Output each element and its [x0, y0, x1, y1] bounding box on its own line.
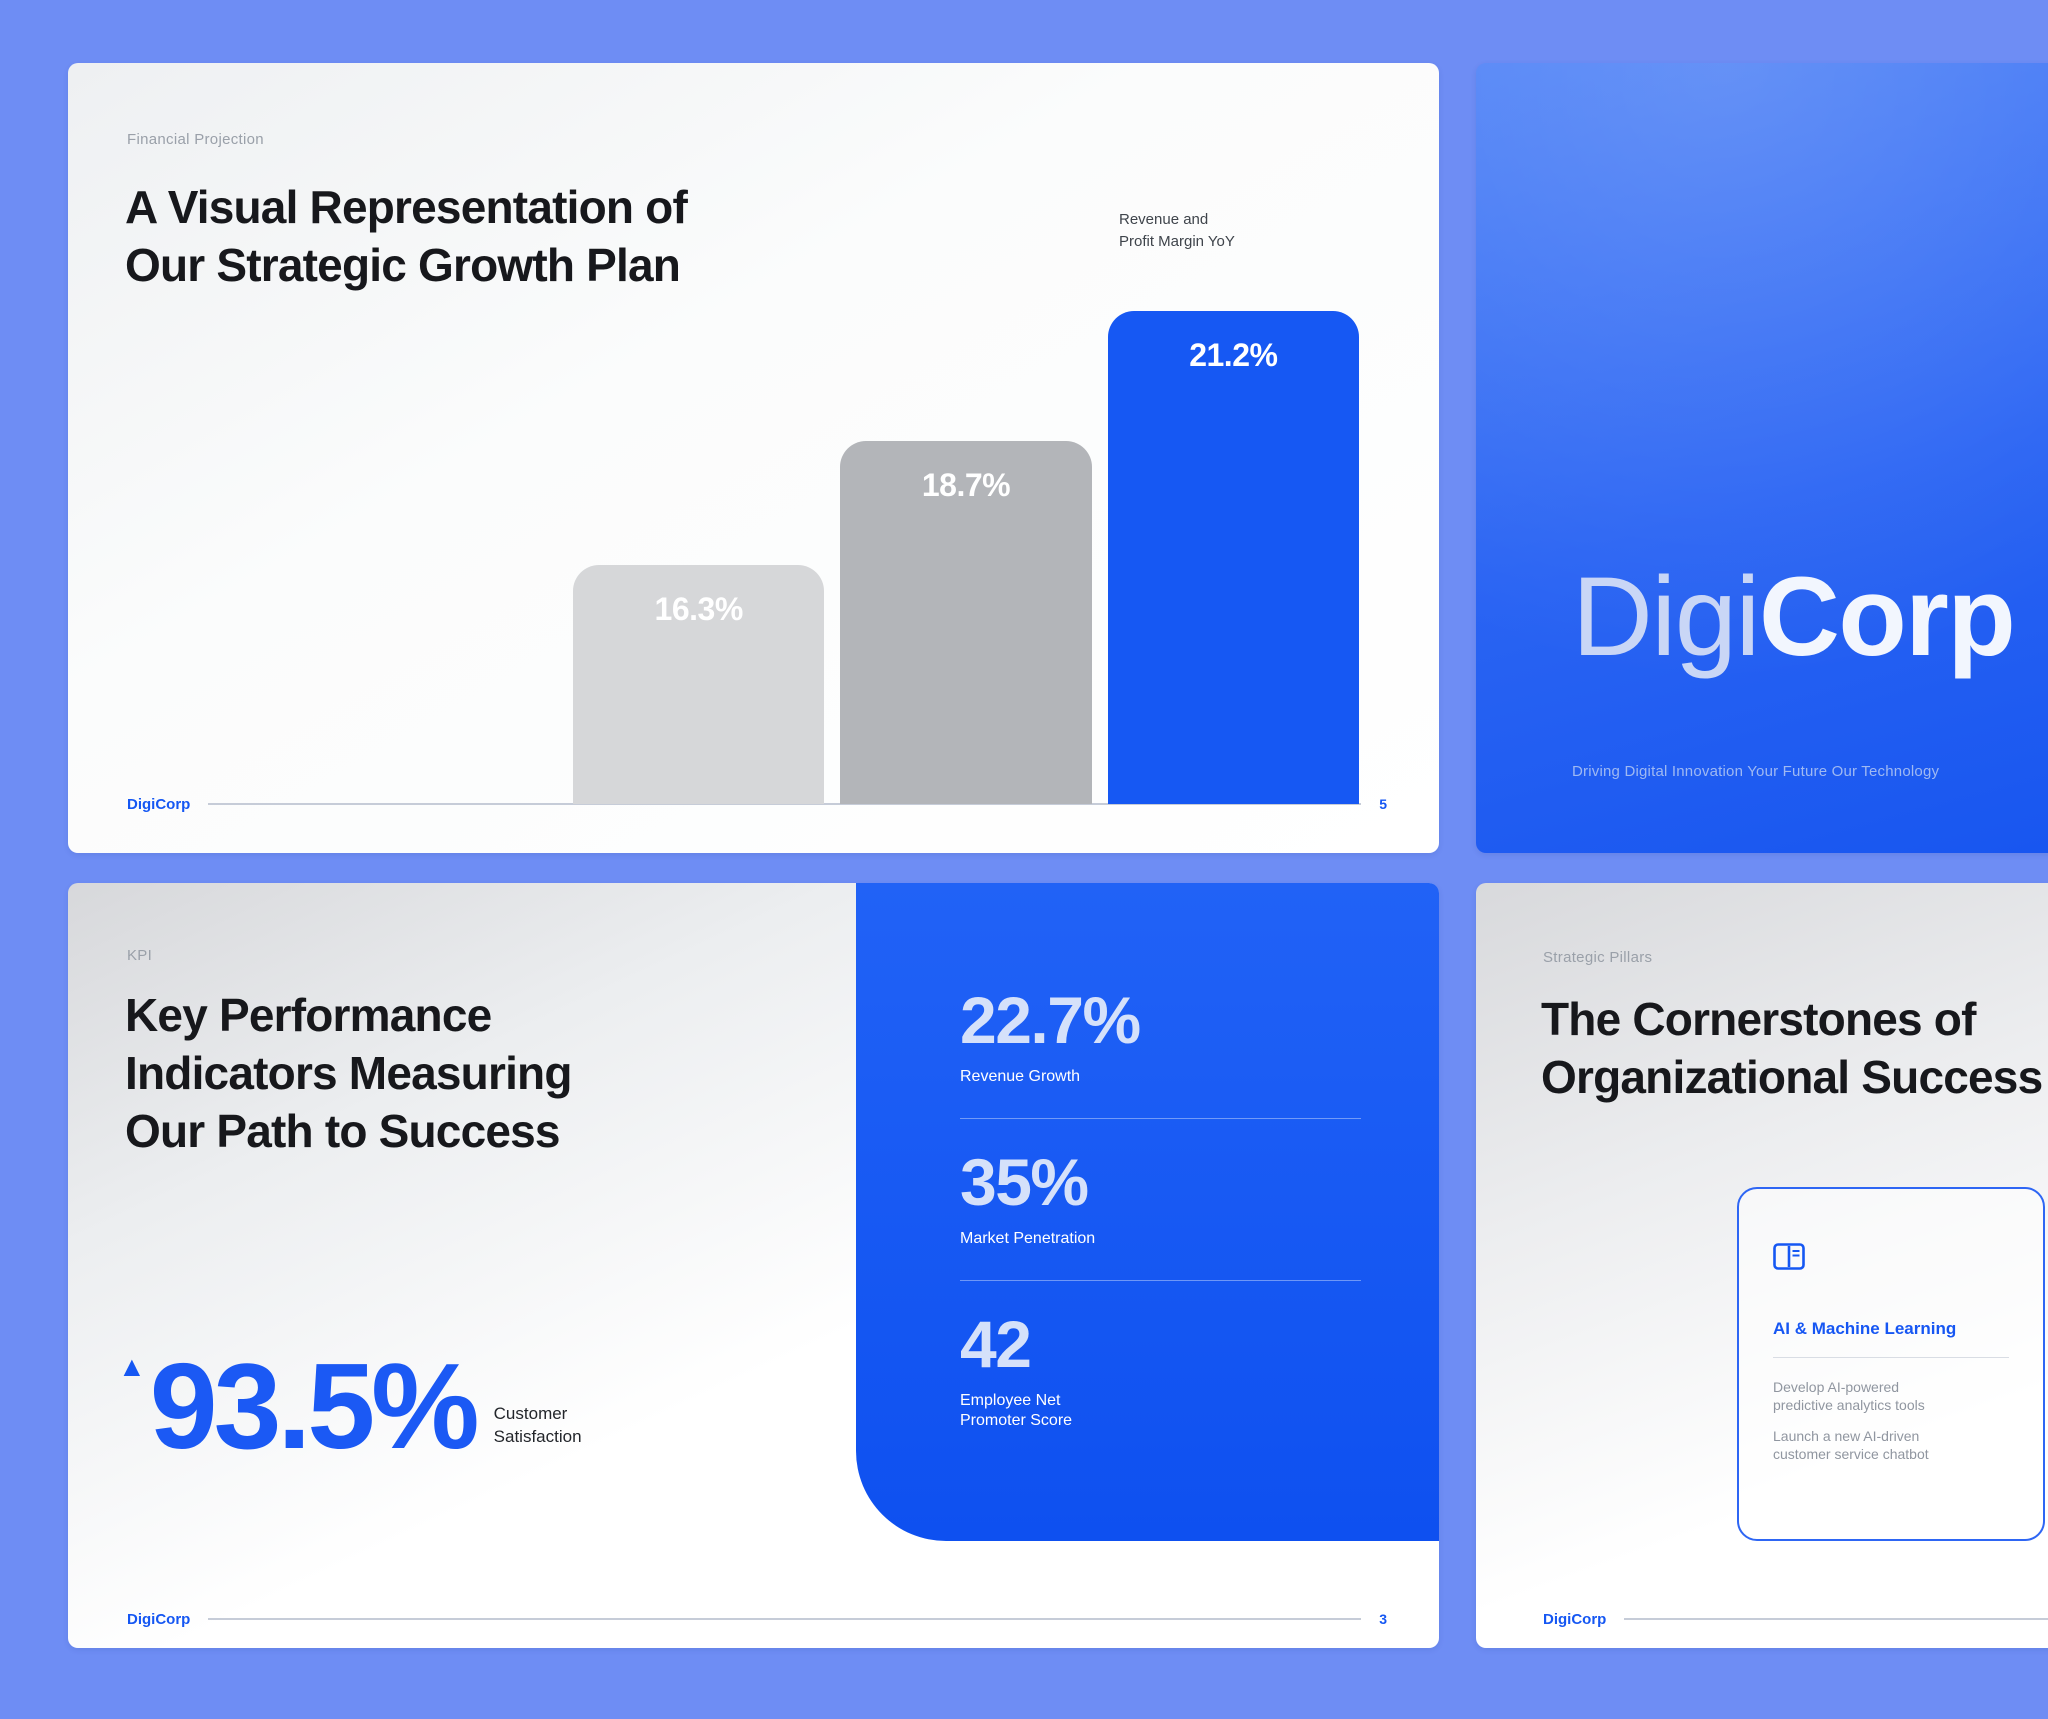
highlight-stat-label: Customer Satisfaction [493, 1404, 582, 1446]
stat-value: 22.7% [960, 983, 1141, 1057]
stat-value: 42 [960, 1306, 1032, 1381]
stat-label: Employee Net Promoter Score [960, 1391, 1073, 1430]
slide-title: The Cornerstones of Organizational Succe… [1541, 993, 2043, 1103]
highlight-stat-value: 93.5% [149, 1338, 480, 1474]
page-number: 3 [1379, 1611, 1387, 1627]
slide-financial-projection[interactable]: Financial Projection A Visual Representa… [68, 63, 1439, 853]
chart-note: Revenue and Profit Margin YoY [1119, 211, 1235, 250]
footer-brand: DigiCorp [127, 1610, 191, 1628]
pillar-card-ai-ml[interactable]: AI & Machine Learning Develop AI-powered… [1737, 1187, 2045, 1541]
slide-footer: DigiCorp 5 [127, 789, 1387, 819]
card-body-item: Launch a new AI-driven customer service … [1773, 1427, 1929, 1463]
stat-label: Revenue Growth [960, 1068, 1081, 1085]
kpi-stats-panel: 22.7% Revenue Growth 35% Market Penetrat… [856, 883, 1439, 1541]
card-body-item: Develop AI-powered predictive analytics … [1773, 1379, 1925, 1414]
footer-rule [208, 1618, 1362, 1620]
stat-employee-nps: 42 Employee Net Promoter Score [960, 1311, 1361, 1433]
chart-bar-3: 21.2% [1107, 311, 1359, 804]
slide-strategic-pillars[interactable]: Strategic Pillars The Cornerstones of Or… [1476, 883, 2048, 1648]
stat-revenue-growth: 22.7% Revenue Growth [960, 987, 1361, 1088]
divider [1773, 1357, 2009, 1358]
highlight-stat: ▲ 93.5% Customer Satisfaction [118, 1345, 582, 1467]
footer-brand: DigiCorp [127, 795, 191, 813]
eyebrow-label: Financial Projection [127, 131, 264, 148]
footer-rule [1624, 1618, 2048, 1620]
slide-brand-cover[interactable]: DigiCorp Driving Digital Innovation Your… [1476, 63, 2048, 853]
eyebrow-label: Strategic Pillars [1543, 949, 1653, 966]
slide-title: Key Performance Indicators Measuring Our… [125, 989, 572, 1157]
bar-value-label: 18.7% [921, 467, 1011, 503]
eyebrow-label: KPI [127, 947, 153, 964]
stat-label: Market Penetration [960, 1229, 1096, 1247]
stat-market-penetration: 35% Market Penetration [960, 1149, 1361, 1250]
chart-bar-1: 16.3% [573, 565, 825, 804]
slide-kpi[interactable]: KPI Key Performance Indicators Measuring… [68, 883, 1439, 1648]
slide-title: A Visual Representation of Our Strategic… [125, 181, 688, 291]
bar-chart: 16.3% 18.7% 21.2% [573, 311, 1359, 804]
divider [960, 1279, 1361, 1281]
bar-value-label: 16.3% [654, 591, 744, 627]
stat-value: 35% [960, 1144, 1089, 1219]
chart-bar-2: 18.7% [840, 441, 1092, 804]
footer-brand: DigiCorp [1543, 1610, 1607, 1628]
divider [960, 1117, 1361, 1119]
slide-footer: DigiCorp [1543, 1604, 2048, 1634]
brand-tagline: Driving Digital Innovation Your Future O… [1572, 763, 1940, 780]
wordmark-light: Digi [1572, 554, 1760, 679]
book-icon [1773, 1243, 1805, 1270]
slide-footer: DigiCorp 3 [127, 1604, 1387, 1634]
page-number: 5 [1379, 796, 1387, 812]
wordmark-bold: Corp [1758, 554, 2016, 679]
card-heading: AI & Machine Learning [1773, 1319, 1957, 1338]
footer-rule [208, 803, 1362, 805]
bar-value-label: 21.2% [1189, 337, 1278, 373]
up-arrow-icon: ▲ [118, 1351, 146, 1382]
kpi-stats-list: 22.7% Revenue Growth 35% Market Penetrat… [960, 987, 1361, 1432]
brand-wordmark: DigiCorp [1572, 561, 2016, 673]
